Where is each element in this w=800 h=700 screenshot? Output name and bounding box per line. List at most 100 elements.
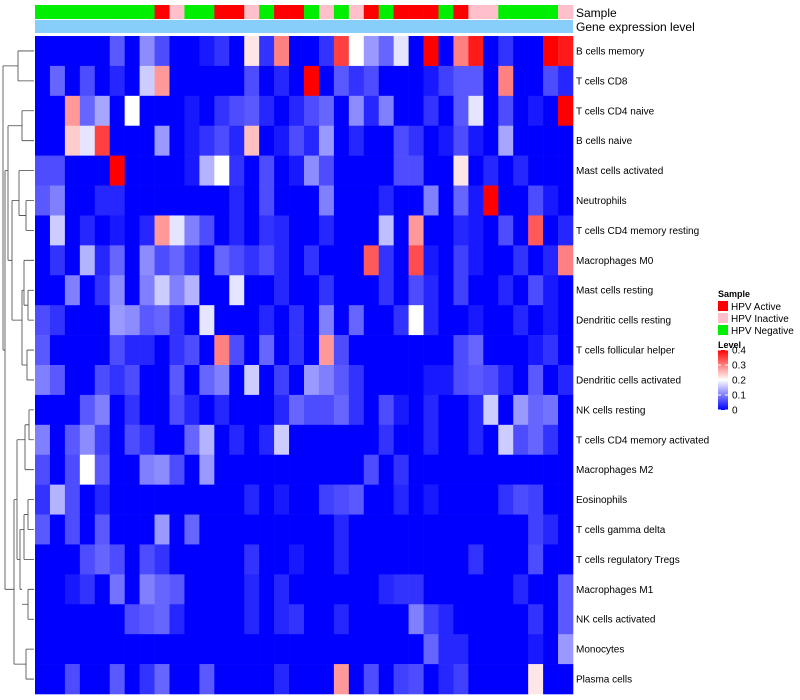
- heatmap-cell: [423, 65, 439, 97]
- heatmap-cell: [348, 215, 365, 246]
- heatmap-cell: [558, 185, 574, 216]
- sample-annotation-cell: [498, 5, 514, 19]
- sample-legend-label: HPV Active: [731, 302, 781, 313]
- heatmap-cell: [333, 664, 350, 695]
- heatmap-cell: [184, 544, 200, 575]
- heatmap-cell: [528, 484, 544, 515]
- heatmap-cell: [543, 185, 559, 216]
- heatmap-cell: [348, 634, 365, 665]
- heatmap-cell: [453, 185, 469, 216]
- heatmap-cell: [229, 335, 245, 366]
- heatmap-cell: [318, 394, 335, 426]
- heatmap-cell: [79, 634, 96, 665]
- heatmap-cell: [259, 245, 275, 276]
- heatmap-cell: [289, 514, 305, 545]
- heatmap-cell: [438, 305, 454, 336]
- heatmap-cell: [558, 305, 574, 336]
- sample-annotation-cell: [423, 5, 439, 19]
- heatmap-cell: [169, 484, 185, 515]
- heatmap-cell: [304, 215, 320, 246]
- heatmap-cell: [304, 335, 320, 366]
- heatmap-cell: [468, 65, 484, 97]
- heatmap-cell: [348, 155, 365, 186]
- heatmap-cell: [64, 275, 81, 306]
- heatmap-cell: [483, 185, 499, 216]
- heatmap-cell: [304, 394, 320, 426]
- heatmap-cell: [408, 514, 424, 545]
- heatmap-cell: [348, 185, 365, 216]
- heatmap-cell: [35, 305, 51, 336]
- heatmap-cell: [244, 36, 260, 67]
- heatmap-cell: [528, 574, 544, 605]
- heatmap-cell: [453, 65, 469, 97]
- heatmap-cell: [528, 454, 544, 485]
- heatmap-cell: [259, 424, 275, 456]
- heatmap-cell: [79, 394, 96, 426]
- heatmap-cell: [214, 604, 230, 635]
- heatmap-cell: [453, 155, 469, 186]
- sample-annotation-bar: [35, 5, 574, 19]
- heatmap-cell: [318, 634, 335, 665]
- row-label: Macrophages M1: [576, 585, 654, 596]
- heatmap-cell: [468, 125, 484, 156]
- heatmap-cell: [318, 155, 335, 186]
- level-tick-label: 0.3: [732, 361, 746, 372]
- heatmap-cell: [214, 185, 230, 216]
- heatmap-cell: [35, 36, 51, 67]
- heatmap-cell: [124, 185, 140, 216]
- heatmap-cell: [498, 454, 514, 485]
- heatmap-cell: [229, 454, 245, 485]
- heatmap-cell: [79, 245, 96, 276]
- heatmap-cell: [483, 484, 499, 515]
- heatmap-cell: [289, 424, 305, 456]
- heatmap-cell: [169, 394, 185, 426]
- heatmap-cell: [378, 604, 394, 635]
- heatmap-cell: [94, 215, 111, 246]
- heatmap-cell: [513, 95, 529, 127]
- heatmap-cell: [154, 604, 170, 635]
- heatmap-cell: [543, 394, 559, 426]
- heatmap-cell: [94, 574, 111, 605]
- heatmap-cell: [393, 484, 409, 515]
- heatmap-cell: [333, 574, 350, 605]
- heatmap-cell: [378, 215, 394, 246]
- row-label: Mast cells resting: [576, 286, 653, 297]
- heatmap-cell: [408, 335, 424, 366]
- heatmap-cell: [393, 335, 409, 366]
- heatmap-cell: [438, 544, 454, 575]
- heatmap-cell: [244, 484, 260, 515]
- heatmap-cell: [49, 65, 66, 97]
- heatmap-cell: [348, 95, 365, 127]
- heatmap-cell: [438, 215, 454, 246]
- heatmap-cell: [513, 634, 529, 665]
- heatmap-cell: [453, 604, 469, 635]
- heatmap-cell: [64, 454, 81, 485]
- heatmap-cell: [438, 514, 454, 545]
- heatmap-cell: [304, 125, 320, 156]
- heatmap-cell: [244, 604, 260, 635]
- heatmap-cell: [154, 514, 170, 545]
- heatmap-cell: [274, 95, 290, 127]
- heatmap-cell: [49, 36, 66, 67]
- heatmap-cell: [528, 305, 544, 336]
- heatmap-cell: [378, 65, 394, 97]
- heatmap-cell: [79, 574, 96, 605]
- heatmap-cell: [558, 394, 574, 426]
- heatmap-cell: [483, 125, 499, 156]
- heatmap-cell: [423, 95, 439, 127]
- heatmap-cell: [468, 95, 484, 127]
- heatmap-cell: [304, 95, 320, 127]
- heatmap-cell: [393, 424, 409, 456]
- heatmap-cell: [528, 335, 544, 366]
- heatmap-cell: [393, 155, 409, 186]
- heatmap-cell: [94, 65, 111, 97]
- heatmap-cell: [64, 544, 81, 575]
- heatmap-cell: [289, 365, 305, 396]
- heatmap-cell: [453, 394, 469, 426]
- heatmap-cell: [244, 664, 260, 695]
- row-label: Dendritic cells resting: [576, 316, 671, 327]
- heatmap-cell: [259, 365, 275, 396]
- heatmap-cell: [348, 125, 365, 156]
- heatmap-cell: [274, 604, 290, 635]
- heatmap-cell: [79, 95, 96, 127]
